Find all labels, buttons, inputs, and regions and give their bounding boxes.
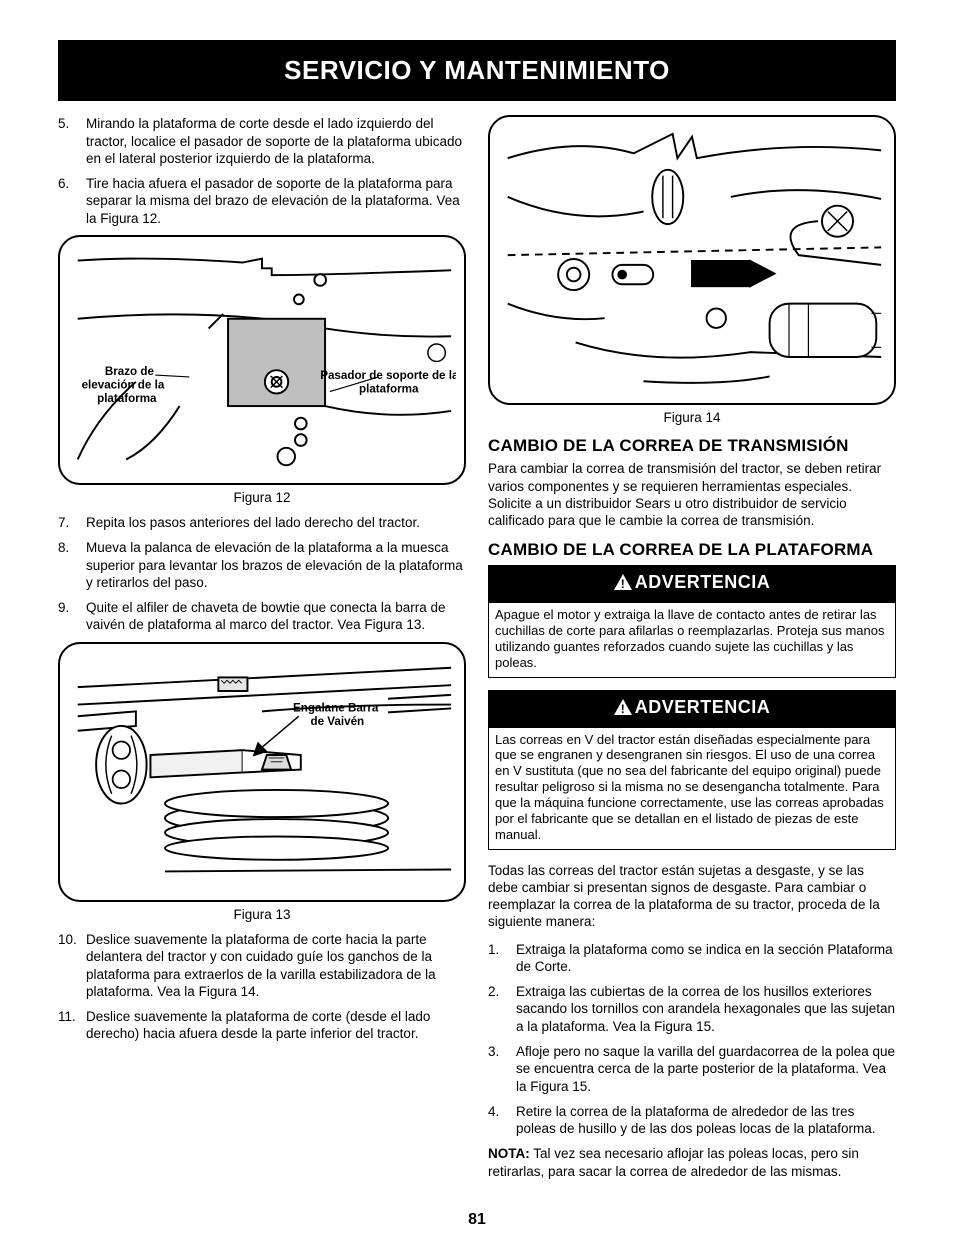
page-banner: SERVICIO Y MANTENIMIENTO [58,40,896,101]
step-number: 7. [58,514,86,531]
step-text: Tire hacia afuera el pasador de soporte … [86,175,466,227]
figure-14-svg [498,125,886,395]
list-item: 5.Mirando la plataforma de corte desde e… [58,115,466,167]
step-number: 1. [488,941,516,976]
step-text: Quite el alfiler de chaveta de bowtie qu… [86,599,466,634]
heading-transmission-belt: CAMBIO DE LA CORREA DE TRANSMISIÓN [488,435,896,457]
list-item: 11.Deslice suavemente la plataforma de c… [58,1008,466,1043]
figure-13-caption: Figura 13 [58,906,466,923]
list-item: 7.Repita los pasos anteriores del lado d… [58,514,466,531]
list-item: 8.Mueva la palanca de elevación de la pl… [58,539,466,591]
step-text: Extraiga la plataforma como se indica en… [516,941,896,976]
warning-bar: ! ADVERTENCIA [488,690,896,727]
step-text: Extraiga las cubiertas de la correa de l… [516,983,896,1035]
fig12-label-1: Brazo de elevación de la plataforma Braz… [82,365,168,405]
warning-icon: ! [614,573,632,596]
list-item: 2.Extraiga las cubiertas de la correa de… [488,983,896,1035]
fig12-label-2: Pasador de soporte de la plataforma [320,369,456,396]
list-item: 1.Extraiga la plataforma como se indica … [488,941,896,976]
step-text: Mirando la plataforma de corte desde el … [86,115,466,167]
step-text: Mueva la palanca de elevación de la plat… [86,539,466,591]
step-number: 9. [58,599,86,634]
figure-12-svg: Brazo de elevación de la plataforma Braz… [68,245,456,475]
step-number: 6. [58,175,86,227]
step-text: Retire la correa de la plataforma de alr… [516,1103,896,1138]
warning-text: Apague el motor y extraiga la llave de c… [488,602,896,677]
paragraph: Todas las correas del tractor están suje… [488,862,896,931]
list-item: 9.Quite el alfiler de chaveta de bowtie … [58,599,466,634]
svg-text:!: ! [620,577,625,590]
step-text: Deslice suavemente la plataforma de cort… [86,1008,466,1043]
list-belt-steps: 1.Extraiga la plataforma como se indica … [488,941,896,1138]
warning-text: Las correas en V del tractor están diseñ… [488,727,896,850]
two-column-layout: 5.Mirando la plataforma de corte desde e… [58,115,896,1190]
step-text: Repita los pasos anteriores del lado der… [86,514,466,531]
warning-bar: ! ADVERTENCIA [488,565,896,602]
note-text: Tal vez sea necesario aflojar las poleas… [488,1146,859,1178]
right-column: Figura 14 CAMBIO DE LA CORREA DE TRANSMI… [488,115,896,1190]
step-number: 11. [58,1008,86,1043]
note-paragraph: NOTA: Tal vez sea necesario aflojar las … [488,1145,896,1180]
warning-box-1: ! ADVERTENCIA Apague el motor y extraiga… [488,565,896,677]
figure-13: Engalane Barra de Vaivén [58,642,466,902]
step-number: 4. [488,1103,516,1138]
warning-icon: ! [614,698,632,721]
left-column: 5.Mirando la plataforma de corte desde e… [58,115,466,1190]
warning-box-2: ! ADVERTENCIA Las correas en V del tract… [488,690,896,850]
list-item: 3.Afloje pero no saque la varilla del gu… [488,1043,896,1095]
warning-label: ADVERTENCIA [635,697,771,717]
svg-text:!: ! [620,702,625,715]
list-item: 4.Retire la correa de la plataforma de a… [488,1103,896,1138]
fig13-label: Engalane Barra de Vaivén [293,701,382,728]
list-steps-10-11: 10.Deslice suavemente la plataforma de c… [58,931,466,1043]
warning-label: ADVERTENCIA [635,572,771,592]
step-text: Afloje pero no saque la varilla del guar… [516,1043,896,1095]
figure-12: Brazo de elevación de la plataforma Braz… [58,235,466,485]
step-number: 5. [58,115,86,167]
step-number: 2. [488,983,516,1035]
heading-deck-belt: CAMBIO DE LA CORREA DE LA PLATAFORMA [488,539,896,561]
figure-14 [488,115,896,405]
step-number: 10. [58,931,86,1000]
list-item: 10.Deslice suavemente la plataforma de c… [58,931,466,1000]
figure-12-caption: Figura 12 [58,489,466,506]
step-text: Deslice suavemente la plataforma de cort… [86,931,466,1000]
list-steps-7-9: 7.Repita los pasos anteriores del lado d… [58,514,466,634]
list-item: 6.Tire hacia afuera el pasador de soport… [58,175,466,227]
page-number: 81 [58,1210,896,1230]
step-number: 3. [488,1043,516,1095]
paragraph: Para cambiar la correa de transmisión de… [488,460,896,529]
note-label: NOTA: [488,1146,530,1161]
figure-14-caption: Figura 14 [488,409,896,426]
step-number: 8. [58,539,86,591]
figure-13-svg: Engalane Barra de Vaivén [68,652,456,892]
list-steps-5-6: 5.Mirando la plataforma de corte desde e… [58,115,466,227]
